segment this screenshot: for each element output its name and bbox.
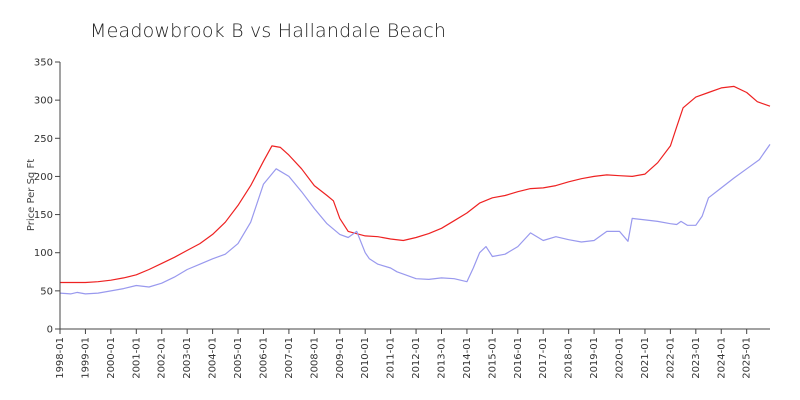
x-tick-label: 2022-01 — [665, 337, 676, 379]
x-tick-label: 2011-01 — [386, 337, 397, 379]
x-ticks: 1998-01 1999-01 2000-01 2001-01 2002-01 2003-… — [55, 329, 753, 379]
x-tick-label: 2018-01 — [564, 337, 575, 379]
x-tick-label: 2014-01 — [462, 337, 473, 379]
x-tick-label: 2007-01 — [284, 337, 295, 379]
x-tick-label: 1998-01 — [55, 337, 66, 379]
x-tick-label: 2019-01 — [589, 337, 600, 379]
x-tick-label: 2012-01 — [411, 337, 422, 379]
x-tick-label: 2002-01 — [157, 337, 168, 379]
x-tick-label: 2010-01 — [360, 337, 371, 379]
x-tick-label: 2000-01 — [106, 337, 117, 379]
series-layer — [59, 85, 771, 295]
x-tick-label: 2005-01 — [233, 337, 244, 379]
y-tick-label: 350 — [34, 58, 53, 69]
y-tick-label: 150 — [34, 210, 53, 221]
chart-title: Meadowbrook B vs Hallandale Beach — [90, 20, 447, 42]
x-tick-label: 2003-01 — [182, 337, 193, 379]
y-tick-label: 0 — [47, 325, 53, 336]
y-tick-label: 300 — [34, 96, 53, 107]
x-tick-label: 2020-01 — [615, 337, 626, 379]
series-line-1 — [60, 85, 771, 284]
series-line-2 — [59, 144, 771, 295]
y-tick-label: 100 — [34, 248, 53, 259]
x-tick-label: 1999-01 — [80, 337, 91, 379]
x-tick-label: 2001-01 — [131, 337, 142, 379]
x-tick-label: 2021-01 — [640, 337, 651, 379]
x-tick-label: 2013-01 — [436, 337, 447, 379]
x-tick-label: 2008-01 — [309, 337, 320, 379]
y-tick-label: 250 — [34, 134, 53, 145]
x-tick-label: 2015-01 — [487, 337, 498, 379]
x-tick-label: 2017-01 — [538, 337, 549, 379]
y-ticks: 0 50 100 150 200 250 300 350 — [34, 58, 60, 336]
x-tick-label: 2016-01 — [513, 337, 524, 379]
x-tick-label: 2023-01 — [691, 337, 702, 379]
x-tick-label: 2006-01 — [258, 337, 269, 379]
x-tick-label: 2024-01 — [716, 337, 727, 379]
x-tick-label: 2025-01 — [742, 337, 753, 379]
x-tick-label: 2004-01 — [208, 337, 219, 379]
y-tick-label: 50 — [40, 286, 53, 297]
y-tick-label: 200 — [34, 172, 53, 183]
x-tick-label: 2009-01 — [335, 337, 346, 379]
y-axis-label: Price Per Sq Ft — [26, 159, 37, 231]
